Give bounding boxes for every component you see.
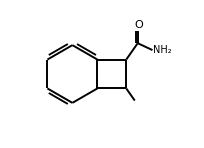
Text: NH₂: NH₂ — [153, 45, 172, 55]
Text: O: O — [134, 20, 143, 30]
